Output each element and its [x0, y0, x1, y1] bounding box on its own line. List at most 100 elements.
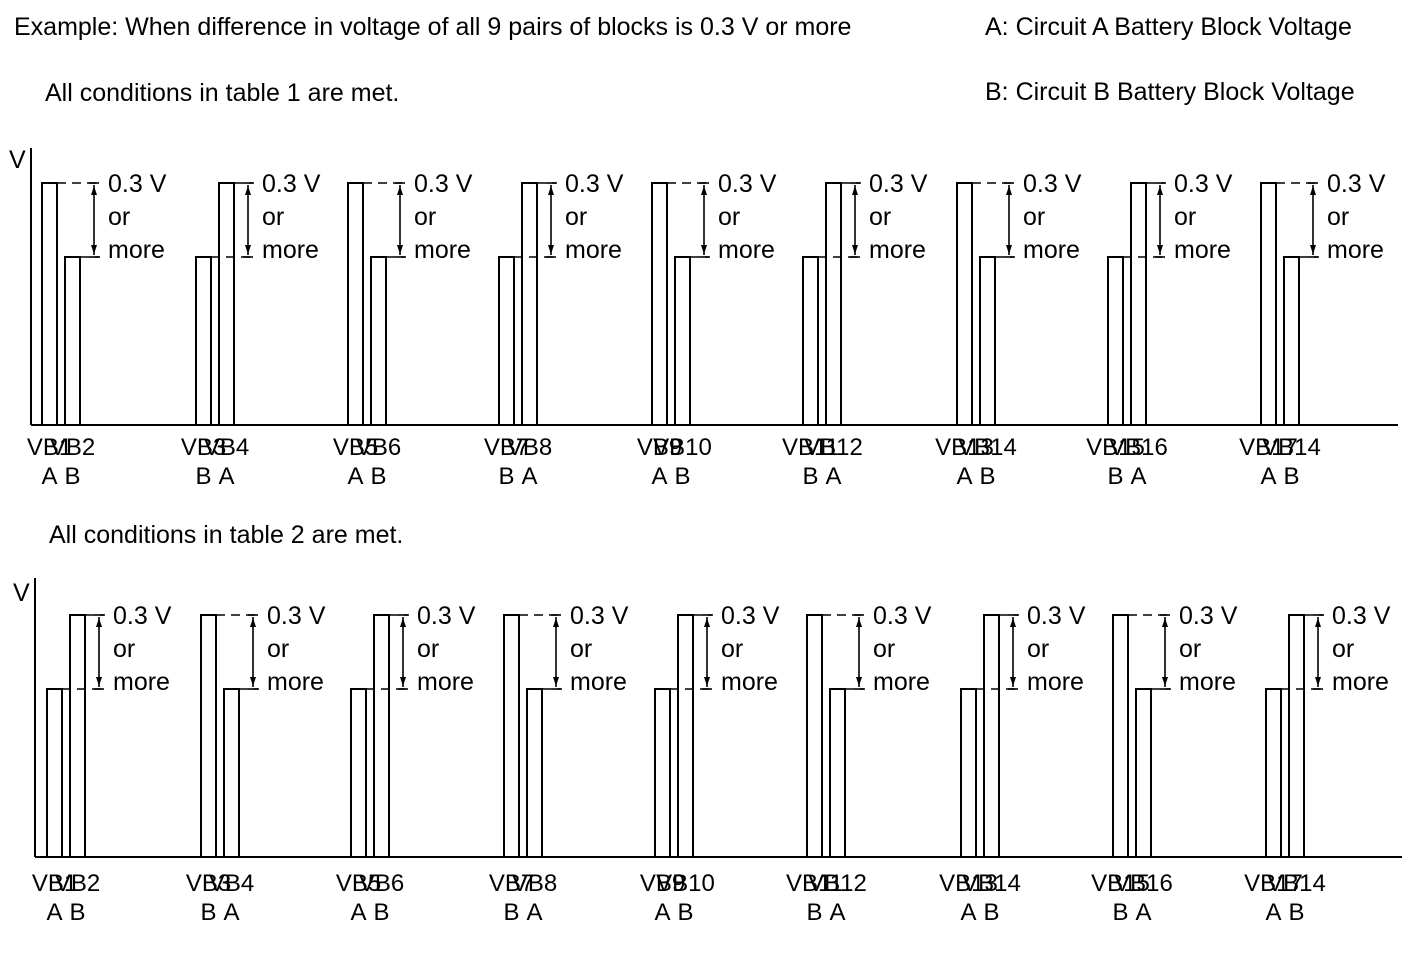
voltage-bar	[46, 688, 63, 858]
arrow-down-icon	[1310, 245, 1316, 254]
difference-annotation: or	[565, 203, 587, 231]
arrow-up-icon	[548, 186, 554, 195]
block-name-label: VB4	[204, 434, 249, 461]
block-circuit-label: B	[373, 899, 389, 926]
arrow-down-icon	[1006, 245, 1012, 254]
block-name-label: VB15	[1086, 434, 1145, 461]
block-circuit-label: B	[200, 899, 216, 926]
voltage-bar	[1265, 688, 1282, 858]
block-circuit-label: B	[1288, 899, 1304, 926]
block-name-label: VB13	[939, 870, 998, 897]
arrow-up-icon	[852, 186, 858, 195]
difference-annotation: more	[267, 668, 324, 696]
block-circuit-label: A	[960, 899, 976, 926]
block-circuit-label: B	[1112, 899, 1128, 926]
voltage-bar	[195, 256, 212, 426]
block-name-label: VB2	[50, 434, 95, 461]
difference-annotation: 0.3 V	[718, 170, 777, 198]
voltage-bar	[521, 182, 538, 426]
difference-annotation: 0.3 V	[1332, 602, 1391, 630]
difference-annotation: or	[417, 635, 439, 663]
voltage-bar	[1135, 688, 1152, 858]
block-name-label: VB14	[958, 434, 1017, 461]
difference-annotation: 0.3 V	[267, 602, 326, 630]
voltage-bar	[41, 182, 58, 426]
block-name-label: VB5	[333, 434, 378, 461]
difference-annotation: 0.3 V	[417, 602, 476, 630]
arrow-up-icon	[1010, 618, 1016, 627]
block-name-label: VB8	[507, 434, 552, 461]
block-name-label: VB8	[512, 870, 557, 897]
block-name-label: VB10	[656, 870, 715, 897]
block-name-label: VB4	[209, 870, 254, 897]
arrow-down-icon	[1162, 677, 1168, 686]
difference-annotation: more	[721, 668, 778, 696]
voltage-bar	[1260, 182, 1277, 426]
voltage-bar	[825, 182, 842, 426]
difference-annotation: 0.3 V	[1174, 170, 1233, 198]
voltage-bar	[218, 182, 235, 426]
block-name-label: VB1	[32, 870, 77, 897]
arrow-down-icon	[1010, 677, 1016, 686]
block-name-label: VB17	[1239, 434, 1298, 461]
block-circuit-label: B	[370, 463, 386, 490]
block-name-label: VB16	[1114, 870, 1173, 897]
voltage-bar	[200, 614, 217, 858]
block-circuit-label: B	[1283, 463, 1299, 490]
block-name-label: VB11	[782, 434, 839, 461]
voltage-bar	[498, 256, 515, 426]
voltage-bar	[69, 614, 86, 858]
difference-annotation: 0.3 V	[570, 602, 629, 630]
difference-annotation: or	[570, 635, 592, 663]
difference-annotation: more	[108, 236, 165, 264]
block-circuit-label: B	[677, 899, 693, 926]
arrow-up-icon	[1162, 618, 1168, 627]
difference-annotation: or	[113, 635, 135, 663]
difference-annotation: or	[869, 203, 891, 231]
difference-annotation: 0.3 V	[113, 602, 172, 630]
legend-a: A: Circuit A Battery Block Voltage	[985, 13, 1352, 41]
block-circuit-label: B	[979, 463, 995, 490]
block-circuit-label: A	[1260, 463, 1276, 490]
arrow-up-icon	[1310, 186, 1316, 195]
arrow-down-icon	[397, 245, 403, 254]
arrow-down-icon	[701, 245, 707, 254]
voltage-bar	[350, 688, 367, 858]
block-circuit-label: A	[347, 463, 363, 490]
block-name-label: VB5	[336, 870, 381, 897]
voltage-bar	[526, 688, 543, 858]
example-title: Example: When difference in voltage of a…	[14, 13, 851, 41]
arrow-up-icon	[400, 618, 406, 627]
voltage-bar	[651, 182, 668, 426]
block-circuit-label: B	[806, 899, 822, 926]
block-name-label: VB3	[181, 434, 226, 461]
voltage-bar	[370, 256, 387, 426]
arrow-down-icon	[400, 677, 406, 686]
block-name-label: VB9	[640, 870, 685, 897]
arrow-down-icon	[704, 677, 710, 686]
difference-annotation: more	[1023, 236, 1080, 264]
block-name-label: VB15	[1091, 870, 1150, 897]
difference-annotation: or	[1179, 635, 1201, 663]
difference-annotation: 0.3 V	[108, 170, 167, 198]
voltage-bar	[347, 182, 364, 426]
difference-annotation: more	[565, 236, 622, 264]
block-circuit-label: B	[69, 899, 85, 926]
arrow-up-icon	[553, 618, 559, 627]
block-circuit-label: B	[195, 463, 211, 490]
difference-annotation: more	[417, 668, 474, 696]
difference-annotation: more	[1027, 668, 1084, 696]
